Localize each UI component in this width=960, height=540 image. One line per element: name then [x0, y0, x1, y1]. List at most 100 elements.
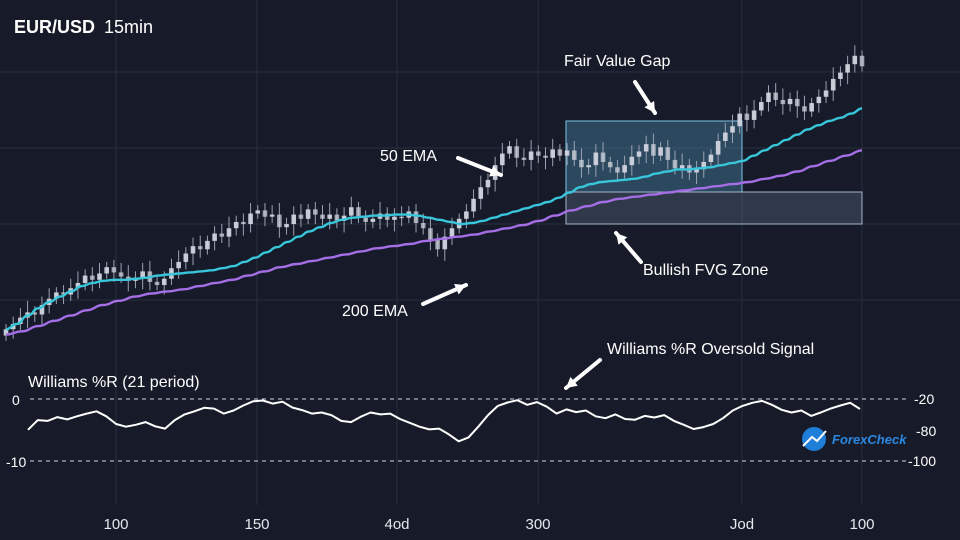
candle-body-29 [212, 233, 217, 241]
candle-body-82 [593, 152, 599, 166]
candle-body-42 [305, 209, 311, 219]
logo-text: ForexCheck [832, 432, 907, 447]
candle-body-21 [154, 281, 160, 286]
candle-body-28 [205, 240, 210, 250]
candle-body-22 [161, 278, 167, 286]
fvg-zone-box [565, 191, 863, 225]
candle-body-71 [514, 146, 520, 158]
candle-body-62 [449, 228, 455, 237]
candle-body-81 [586, 165, 591, 168]
candle-body-89 [643, 144, 649, 152]
williams-panel [27, 398, 910, 462]
candle-body-74 [536, 151, 541, 156]
candle-body-51 [370, 218, 376, 222]
candle-body-24 [176, 261, 181, 269]
candle-body-86 [622, 165, 627, 173]
fvg-zone-arrow-head [616, 233, 628, 245]
candle-body-35 [255, 210, 261, 214]
candle-body-101 [730, 126, 735, 133]
candle-body-30 [219, 233, 225, 237]
candle-body-4 [32, 312, 38, 315]
candle-body-66 [478, 187, 484, 199]
candle-body-99 [715, 140, 721, 155]
candle-body-118 [852, 55, 858, 65]
candle-body-103 [744, 113, 750, 120]
x-axis: 100 150 4od 300 Jod 100 [103, 516, 874, 533]
williams-right-label-top: -20 [914, 391, 934, 407]
candle-body-77 [557, 149, 563, 156]
candle-body-119 [859, 55, 865, 67]
candle-body-105 [758, 102, 764, 111]
candle-body-45 [327, 214, 332, 219]
ema-lines [5, 107, 863, 336]
candle-body-114 [823, 90, 829, 97]
candle-body-40 [291, 214, 297, 225]
x-tick-label-4: Jod [730, 516, 754, 533]
candle-body-116 [838, 72, 843, 79]
candle-body-34 [248, 213, 253, 225]
candle-body-39 [284, 224, 289, 228]
candle-body-0 [3, 329, 9, 336]
candle-body-107 [773, 92, 778, 100]
candle-body-48 [348, 207, 354, 216]
x-tick-label-3: 300 [525, 516, 550, 533]
candle-body-19 [140, 271, 145, 278]
candle-body-83 [600, 152, 606, 162]
candle-body-84 [607, 162, 613, 168]
williams-arrow-head [566, 376, 578, 388]
candle-body-102 [737, 113, 743, 127]
candle-body-78 [564, 150, 570, 156]
fvg-annotation: Fair Value Gap [564, 53, 671, 70]
candle-body-69 [500, 153, 505, 166]
williams-right-label-mid: -80 [916, 423, 936, 439]
timeframe-label: 15min [104, 17, 153, 37]
candle-body-55 [399, 216, 404, 219]
candle-body-67 [485, 179, 491, 188]
candle-body-70 [507, 146, 512, 154]
candle-body-79 [571, 150, 577, 160]
candle-body-108 [780, 99, 786, 105]
candle-body-73 [528, 151, 534, 160]
candle-body-97 [701, 162, 707, 170]
candle-body-75 [543, 155, 548, 158]
x-tick-label-2: 4od [384, 516, 409, 533]
candle-body-100 [723, 132, 728, 141]
candle-body-37 [269, 214, 275, 217]
candle-body-32 [233, 221, 239, 229]
ema50-arrow-head [489, 165, 501, 177]
ema200-arrow-head [454, 283, 466, 295]
candle-body-110 [794, 98, 800, 107]
candle-body-12 [90, 275, 95, 280]
candle-body-64 [464, 211, 469, 219]
candle-body-72 [521, 157, 527, 160]
williams-r-line [27, 399, 861, 443]
candle-body-61 [442, 236, 448, 250]
candle-body-33 [241, 221, 246, 225]
candle-body-49 [356, 207, 361, 218]
candle-body-93 [672, 159, 678, 169]
candle-body-50 [363, 217, 368, 222]
candle-body-58 [420, 223, 426, 229]
candle-body-96 [694, 169, 699, 173]
williams-right-label-bottom: -100 [908, 453, 936, 469]
williams-left-label-top: 0 [12, 392, 20, 408]
ema50-line [5, 107, 863, 331]
candle-body-7 [54, 292, 59, 299]
candle-body-80 [579, 159, 584, 168]
candle-body-76 [550, 149, 555, 158]
candle-body-38 [277, 214, 282, 228]
ema200-annotation: 200 EMA [342, 303, 408, 320]
candle-body-94 [679, 165, 685, 169]
candle-body-57 [413, 211, 419, 223]
candle-body-65 [471, 198, 476, 212]
candle-body-41 [298, 214, 304, 219]
candle-body-8 [61, 292, 66, 295]
candle-body-111 [802, 106, 807, 112]
x-tick-label-1: 150 [244, 516, 269, 533]
williams-signal-annotation: Williams %R Oversold Signal [607, 341, 814, 358]
candle-body-115 [830, 78, 836, 91]
symbol-label: EUR/USD [14, 17, 95, 37]
candle-body-14 [104, 267, 110, 274]
